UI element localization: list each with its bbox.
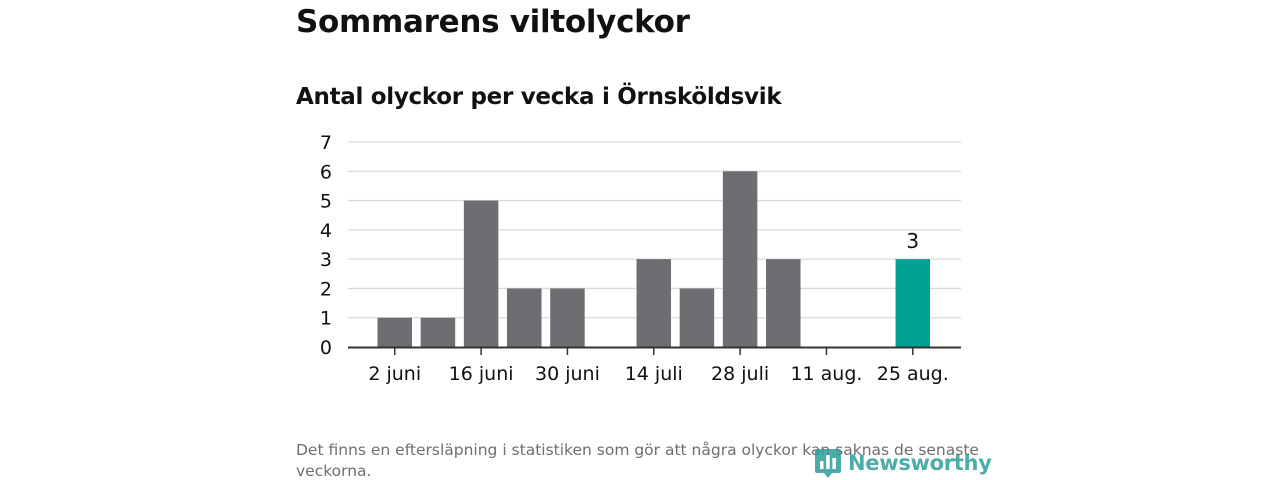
bar	[636, 259, 672, 347]
chart-subtitle: Antal olyckor per vecka i Örnsköldsvik	[296, 84, 782, 110]
y-axis-ticks: 0 1 2 3 4 5 6 7	[320, 132, 332, 359]
bar	[679, 288, 715, 347]
bar	[507, 288, 542, 347]
bar	[766, 259, 801, 347]
bar	[550, 288, 585, 347]
footnote: Det finns en eftersläpning i statistiken…	[296, 441, 979, 480]
x-axis-ticks: 2 juni 16 juni 30 juni 14 juli 28 juli 11 aug…	[368, 348, 949, 385]
y-tick-label: 7	[320, 132, 332, 154]
x-tick-label: 16 juni	[449, 363, 514, 385]
newsworthy-logo-icon	[815, 449, 841, 478]
x-tick-label: 28 juli	[711, 363, 769, 385]
y-tick-label: 5	[320, 191, 332, 213]
brand-logo: Newsworthy	[814, 446, 992, 480]
y-tick-label: 1	[320, 308, 332, 330]
x-tick-label: 14 juli	[625, 363, 683, 385]
x-tick-label: 25 aug.	[877, 363, 949, 385]
bar	[420, 317, 456, 347]
brand-name: Newsworthy	[848, 451, 992, 475]
data-label: 3	[906, 229, 919, 253]
data-labels: 3	[906, 229, 919, 253]
y-tick-label: 0	[320, 337, 332, 359]
x-tick-label: 2 juni	[368, 363, 421, 385]
x-tick-label: 30 juni	[535, 363, 600, 385]
bars	[377, 171, 931, 347]
bar	[463, 200, 499, 347]
bar	[377, 317, 412, 347]
bar	[895, 259, 931, 347]
y-tick-label: 6	[320, 161, 332, 183]
x-tick-label: 11 aug.	[790, 363, 862, 385]
chart-title: Sommarens viltolyckor	[296, 4, 690, 40]
bar-chart: 0 1 2 3 4 5 6 7 2 juni 16 juni 30 juni 14 juli 28 j…	[320, 132, 961, 385]
y-tick-label: 2	[320, 278, 332, 300]
bar	[722, 171, 758, 347]
y-tick-label: 3	[320, 249, 332, 271]
y-tick-label: 4	[320, 220, 332, 242]
